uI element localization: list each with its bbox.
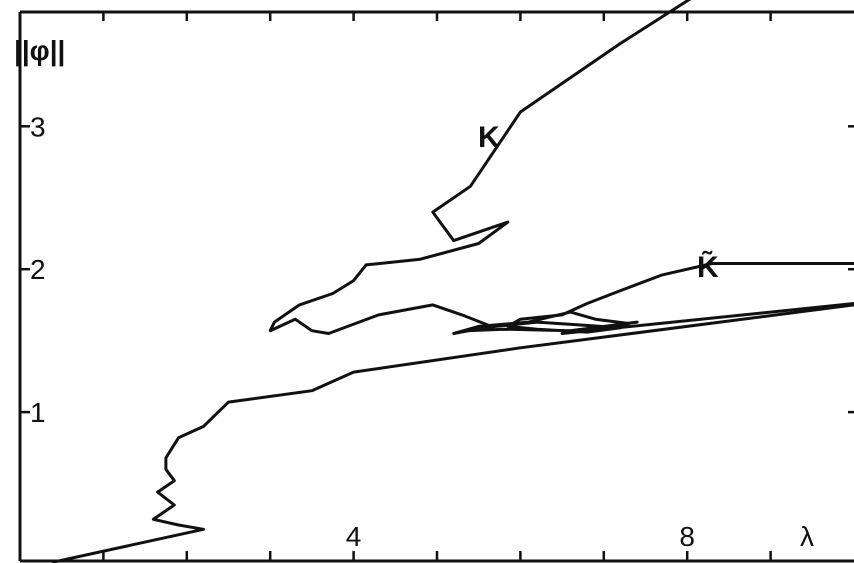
y-axis-label: ||φ||	[14, 35, 65, 66]
x-tick-label: 8	[679, 521, 695, 552]
y-tick-label: 2	[30, 254, 46, 285]
series-line-2	[464, 262, 854, 334]
curve-label-k: K	[478, 121, 500, 154]
series-line-1	[268, 0, 854, 335]
curves	[51, 0, 854, 563]
curve-label-k-tilde: K̃	[697, 250, 719, 284]
axis-ticks	[20, 12, 854, 561]
x-axis-label: λ	[800, 521, 814, 552]
series-line-3	[51, 303, 854, 563]
y-tick-label: 1	[30, 397, 46, 428]
x-tick-label: 4	[346, 521, 362, 552]
tick-labels: 1 2 3 4 8	[30, 111, 695, 552]
plot-frame	[18, 10, 854, 563]
y-tick-label: 3	[30, 111, 46, 142]
